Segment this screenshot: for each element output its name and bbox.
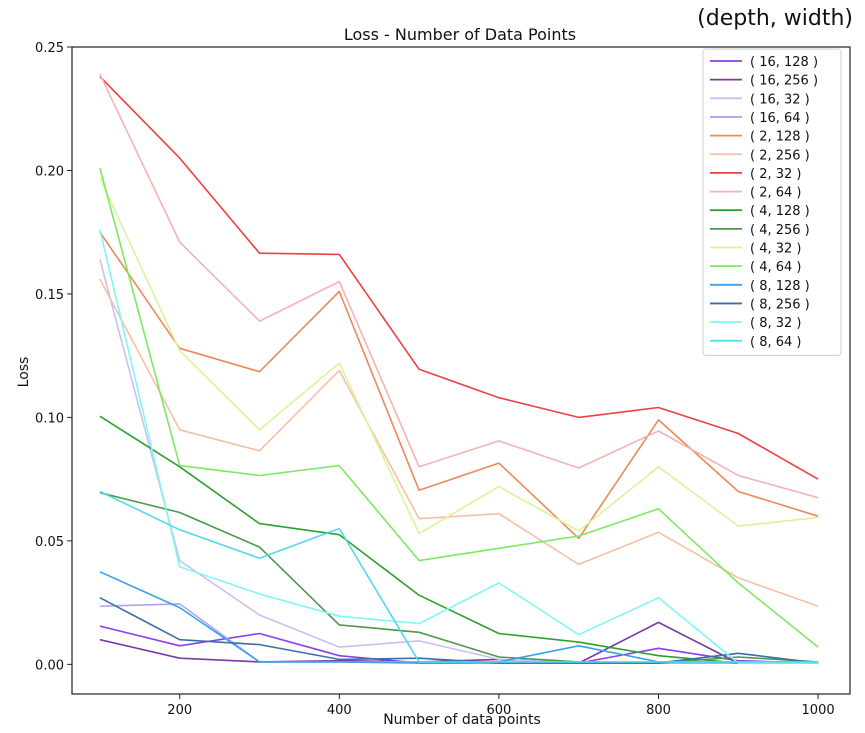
legend-label: ( 4, 64 ) (750, 260, 802, 275)
legend-label: ( 4, 256 ) (750, 223, 810, 238)
legend-header-note: (depth, width) (697, 6, 853, 31)
series-line-13 (99, 596, 819, 664)
legend-label: ( 16, 64 ) (750, 111, 810, 126)
series-line-7 (99, 73, 819, 499)
legend-label: ( 2, 256 ) (750, 148, 810, 163)
x-axis-label: Number of data points (383, 712, 541, 728)
series-line-4 (99, 231, 819, 540)
legend-label: ( 4, 128 ) (750, 204, 810, 219)
legend-label: ( 8, 128 ) (750, 279, 810, 294)
series-line-3 (99, 603, 819, 664)
x-tick-label: 600 (486, 703, 511, 718)
series-line-9 (99, 491, 819, 664)
chart-title: Loss - Number of Data Points (344, 25, 576, 44)
y-tick-label: 0.20 (35, 164, 64, 179)
legend-label: ( 8, 256 ) (750, 297, 810, 312)
series-line-15 (99, 490, 819, 663)
series-line-14 (99, 229, 819, 664)
legend-label: ( 2, 64 ) (750, 186, 802, 201)
x-tick-label: 1000 (802, 703, 835, 718)
legend: ( 16, 128 ) ( 16, 256 ) ( 16, 32 ) ( 16, 64… (702, 48, 842, 356)
legend-label: ( 2, 32 ) (750, 167, 802, 182)
legend-label: ( 16, 256 ) (750, 74, 818, 89)
y-tick-label: 0.25 (35, 41, 64, 56)
legend-label: ( 16, 128 ) (750, 55, 818, 70)
plot-frame (71, 46, 851, 695)
y-tick-label: 0.10 (35, 411, 64, 426)
x-tick-label: 400 (327, 703, 352, 718)
series-line-11 (99, 167, 819, 648)
legend-label: ( 2, 128 ) (750, 130, 810, 145)
y-tick-label: 0.05 (35, 535, 64, 550)
legend-box (702, 48, 842, 356)
y-tick-label: 0.00 (35, 658, 64, 673)
series-line-6 (99, 76, 819, 480)
legend-label: ( 4, 32 ) (750, 242, 802, 257)
y-tick-label: 0.15 (35, 288, 64, 303)
series-line-10 (99, 177, 819, 535)
series-layer (99, 73, 819, 664)
legend-label: ( 8, 64 ) (750, 335, 802, 350)
x-tick-label: 200 (167, 703, 192, 718)
y-axis-label: Loss (16, 357, 32, 388)
x-tick-label: 800 (646, 703, 671, 718)
legend-label: ( 8, 32 ) (750, 316, 802, 331)
axis-layer: 200 400 600 800 1000 0.00 0.05 0.10 0.15 0.20 0.25 (35, 41, 851, 718)
legend-label: ( 16, 32 ) (750, 92, 810, 107)
series-line-5 (99, 278, 819, 608)
